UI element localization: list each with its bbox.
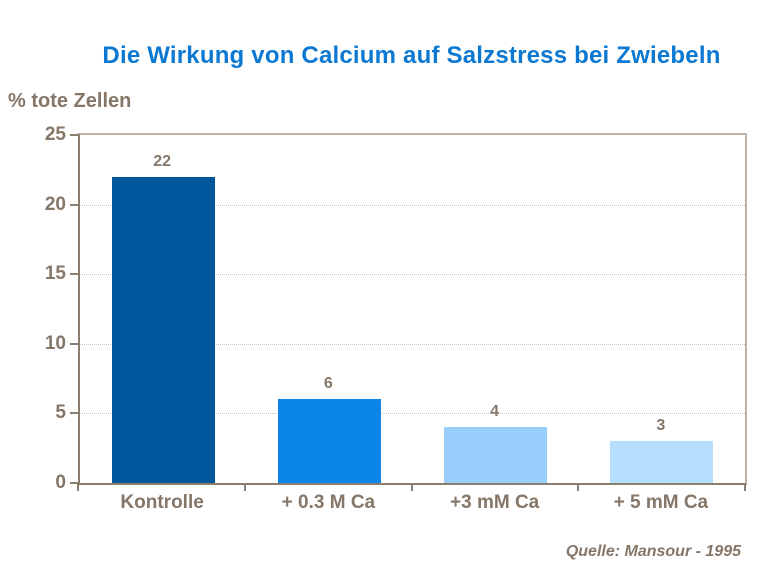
bar-1 (111, 177, 215, 483)
y-tick-15 (70, 273, 79, 276)
y-tick-0 (70, 482, 79, 484)
gridline-10 (80, 343, 745, 345)
x-category-label-4: + 5 mM Ca (613, 492, 709, 513)
gridline-15 (80, 274, 745, 276)
x-category-label-1: Kontrolle (120, 492, 204, 513)
y-tick-label-10: 10 (44, 332, 66, 354)
x-tick-4 (744, 483, 746, 491)
y-tick-label-0: 0 (55, 472, 66, 493)
plot-area (78, 133, 747, 485)
gridline-20 (80, 204, 745, 206)
bar-4 (610, 441, 714, 483)
y-tick-20 (70, 203, 79, 206)
value-label-1: 22 (153, 152, 172, 170)
bar-2 (277, 399, 381, 483)
x-tick-1 (243, 483, 246, 491)
value-label-4: 3 (656, 417, 666, 435)
x-category-label-2: + 0.3 M Ca (281, 492, 376, 513)
gridline-5 (80, 413, 745, 415)
y-tick-label-15: 15 (44, 263, 66, 285)
x-tick-3 (577, 483, 580, 491)
y-tick-label-5: 5 (55, 402, 66, 424)
y-tick-25 (70, 134, 79, 136)
value-label-2: 6 (323, 375, 333, 393)
y-tick-label-20: 20 (44, 193, 66, 215)
value-label-3: 4 (490, 403, 500, 421)
chart-title: Die Wirkung von Calcium auf Salzstress b… (102, 42, 721, 69)
y-tick-label-25: 25 (44, 124, 66, 145)
y-tick-10 (70, 342, 79, 345)
source-text: Quelle: Mansour - 1995 (565, 543, 741, 560)
y-tick-5 (70, 412, 79, 415)
bar-3 (444, 427, 548, 483)
x-tick-0 (77, 483, 79, 491)
x-category-label-3: +3 mM Ca (450, 492, 540, 513)
y-axis-title: % tote Zellen (8, 90, 132, 112)
x-tick-2 (410, 483, 413, 491)
